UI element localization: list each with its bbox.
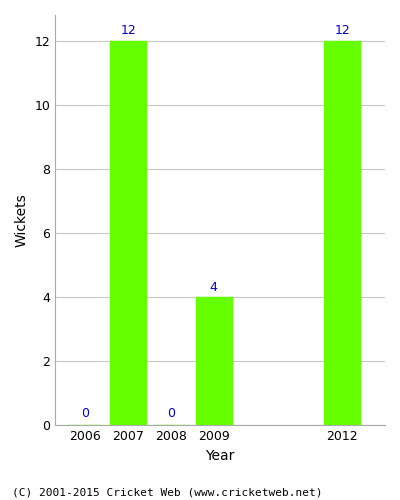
- Text: 12: 12: [334, 24, 350, 38]
- Bar: [196, 297, 232, 425]
- Bar: [110, 40, 146, 425]
- Text: 12: 12: [120, 24, 136, 38]
- Bar: [324, 40, 360, 425]
- X-axis label: Year: Year: [206, 448, 235, 462]
- Text: 4: 4: [210, 280, 218, 293]
- Text: 0: 0: [81, 408, 89, 420]
- Text: 0: 0: [167, 408, 175, 420]
- Text: (C) 2001-2015 Cricket Web (www.cricketweb.net): (C) 2001-2015 Cricket Web (www.cricketwe…: [12, 488, 322, 498]
- Y-axis label: Wickets: Wickets: [15, 193, 29, 247]
